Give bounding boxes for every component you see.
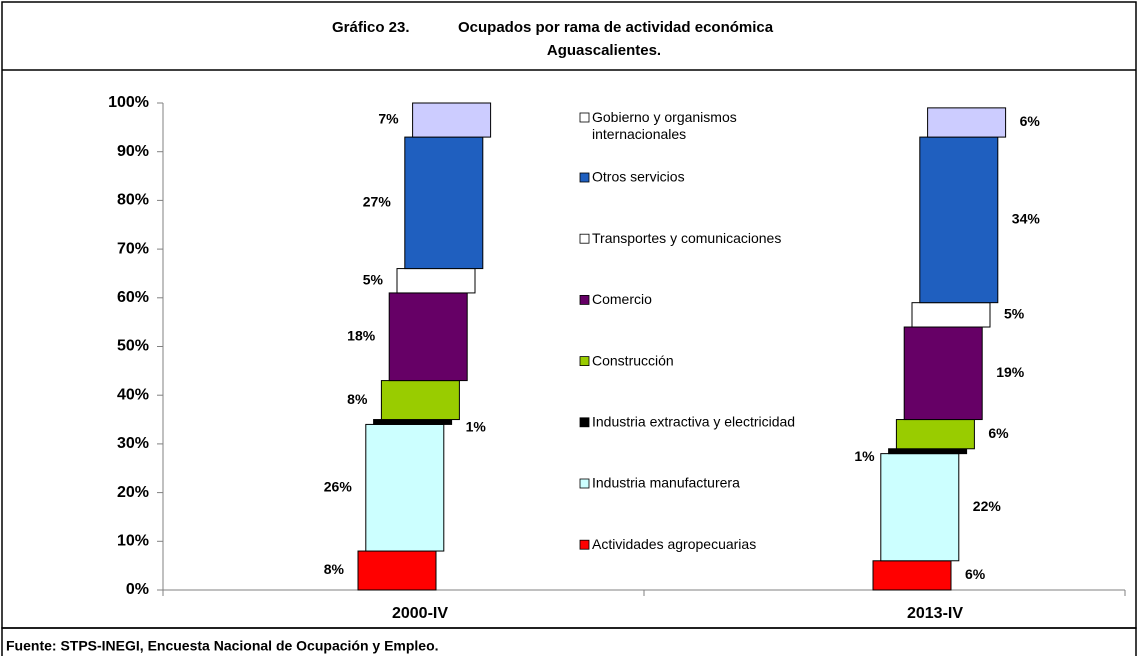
bar-segment — [380, 380, 460, 421]
legend-label: Construcción — [592, 352, 674, 368]
x-tick-label: 2000-IV — [392, 605, 448, 622]
data-label: 5% — [1004, 306, 1025, 322]
data-label: 1% — [466, 419, 487, 435]
bar-segment — [888, 448, 968, 455]
legend-label: Gobierno y organismos internacionales — [592, 109, 737, 142]
bar-segment — [903, 326, 983, 421]
data-label: 27% — [363, 194, 392, 210]
data-label: 26% — [324, 478, 353, 494]
legend-swatch — [579, 478, 590, 489]
bar-segment — [373, 419, 453, 425]
legend-label: Actividades agropecuarias — [592, 536, 756, 552]
legend-label: Comercio — [592, 291, 652, 307]
data-label: 8% — [347, 391, 368, 407]
y-tick-label: 90% — [117, 143, 149, 160]
bar-segment — [412, 102, 492, 138]
y-tick-label: 70% — [117, 240, 149, 257]
bar-segment — [365, 423, 445, 552]
legend-swatch — [579, 356, 590, 367]
bar-segment — [927, 107, 1007, 138]
data-label: 19% — [996, 364, 1025, 380]
data-label: 6% — [1020, 113, 1041, 129]
legend-line: Gobierno y organismos — [592, 109, 737, 125]
data-label: 22% — [973, 498, 1002, 514]
legend-line: internacionales — [592, 126, 686, 142]
legend-swatch — [579, 539, 590, 550]
bar-segment — [895, 419, 975, 450]
legend-label: Industria manufacturera — [592, 475, 740, 491]
bar-segment — [919, 136, 999, 304]
data-label: 7% — [378, 111, 399, 127]
legend-swatch — [579, 417, 590, 428]
y-tick-label: 10% — [117, 533, 149, 550]
x-tick-label: 2013-IV — [907, 605, 963, 622]
data-label: 18% — [347, 327, 376, 343]
legend-swatch — [579, 294, 590, 305]
bar-segment — [388, 292, 468, 382]
legend-swatch — [579, 233, 590, 244]
data-label: 6% — [965, 566, 986, 582]
legend-swatch — [579, 172, 590, 183]
data-label: 34% — [1012, 211, 1041, 227]
bar-segment — [404, 136, 484, 270]
legend-label: Industria extractiva y electricidad — [592, 414, 795, 430]
bar-segment — [396, 268, 476, 294]
bar-segment — [911, 302, 991, 328]
data-label: 5% — [363, 271, 384, 287]
bar-segment — [357, 550, 437, 591]
footer-frame — [1, 627, 1137, 656]
data-label: 6% — [988, 425, 1009, 441]
y-tick-label: 0% — [126, 581, 149, 598]
data-label: 8% — [324, 561, 345, 577]
figure-label: Gráfico 23. — [332, 19, 410, 36]
chart-title: Ocupados por rama de actividad económica — [458, 19, 774, 36]
y-tick-label: 100% — [108, 94, 149, 111]
y-tick-label: 20% — [117, 484, 149, 501]
y-tick-label: 60% — [117, 289, 149, 306]
y-tick-label: 80% — [117, 192, 149, 209]
bar-segment — [872, 560, 952, 591]
bar-segment — [880, 453, 960, 562]
y-tick-label: 50% — [117, 338, 149, 355]
data-label: 1% — [854, 448, 875, 464]
source: Fuente: STPS-INEGI, Encuesta Nacional de… — [6, 638, 439, 654]
legend-label: Otros servicios — [592, 169, 685, 185]
y-tick-label: 30% — [117, 435, 149, 452]
y-tick-label: 40% — [117, 386, 149, 403]
legend-label: Transportes y comunicaciones — [592, 230, 781, 246]
chart-subtitle: Aguascalientes. — [547, 42, 661, 59]
legend-swatch — [579, 112, 590, 123]
